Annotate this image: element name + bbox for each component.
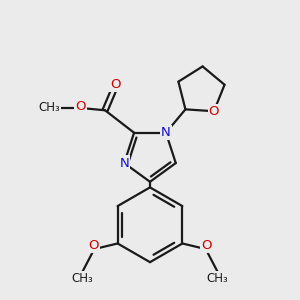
Text: O: O bbox=[110, 78, 121, 91]
Text: O: O bbox=[76, 100, 86, 112]
Text: N: N bbox=[161, 126, 171, 139]
Text: O: O bbox=[201, 239, 212, 252]
Text: O: O bbox=[88, 239, 99, 252]
Text: O: O bbox=[209, 105, 219, 118]
Text: CH₃: CH₃ bbox=[39, 101, 60, 115]
Text: CH₃: CH₃ bbox=[72, 272, 93, 285]
Text: N: N bbox=[119, 157, 129, 169]
Text: CH₃: CH₃ bbox=[207, 272, 228, 285]
